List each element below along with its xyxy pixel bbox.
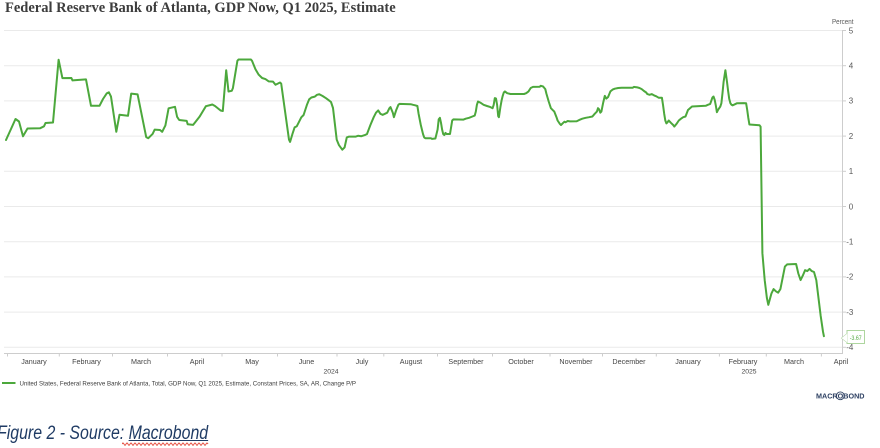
svg-text:February: February bbox=[729, 357, 758, 366]
svg-text:November: November bbox=[559, 357, 593, 366]
svg-text:2025: 2025 bbox=[741, 369, 756, 376]
svg-text:-3: -3 bbox=[846, 308, 854, 317]
svg-text:January: January bbox=[675, 357, 701, 366]
svg-text:1: 1 bbox=[849, 167, 854, 176]
svg-text:December: December bbox=[612, 357, 646, 366]
svg-text:February: February bbox=[72, 357, 101, 366]
svg-text:0: 0 bbox=[849, 202, 854, 211]
svg-text:-2: -2 bbox=[846, 273, 854, 282]
svg-text:October: October bbox=[508, 357, 534, 366]
svg-text:January: January bbox=[21, 357, 47, 366]
svg-text:Percent: Percent bbox=[832, 19, 854, 26]
svg-text:September: September bbox=[448, 357, 484, 366]
svg-text:2: 2 bbox=[849, 132, 854, 141]
svg-text:March: March bbox=[131, 357, 151, 366]
svg-text:-1: -1 bbox=[846, 238, 854, 247]
svg-text:May: May bbox=[245, 357, 259, 366]
svg-text:2024: 2024 bbox=[323, 369, 338, 376]
svg-text:3: 3 bbox=[849, 97, 854, 106]
svg-text:April: April bbox=[190, 357, 205, 366]
svg-text:March: March bbox=[784, 357, 804, 366]
svg-text:4: 4 bbox=[849, 62, 854, 71]
svg-text:-3.67: -3.67 bbox=[850, 335, 862, 342]
svg-text:August: August bbox=[400, 357, 422, 366]
svg-text:-4: -4 bbox=[846, 343, 854, 352]
svg-text:July: July bbox=[356, 357, 369, 366]
svg-text:June: June bbox=[299, 357, 315, 366]
svg-text:United States, Federal Reserve: United States, Federal Reserve Bank of A… bbox=[20, 380, 357, 387]
svg-text:MACROBOND: MACROBOND bbox=[816, 392, 865, 401]
svg-text:April: April bbox=[834, 357, 849, 366]
svg-text:5: 5 bbox=[849, 26, 854, 35]
